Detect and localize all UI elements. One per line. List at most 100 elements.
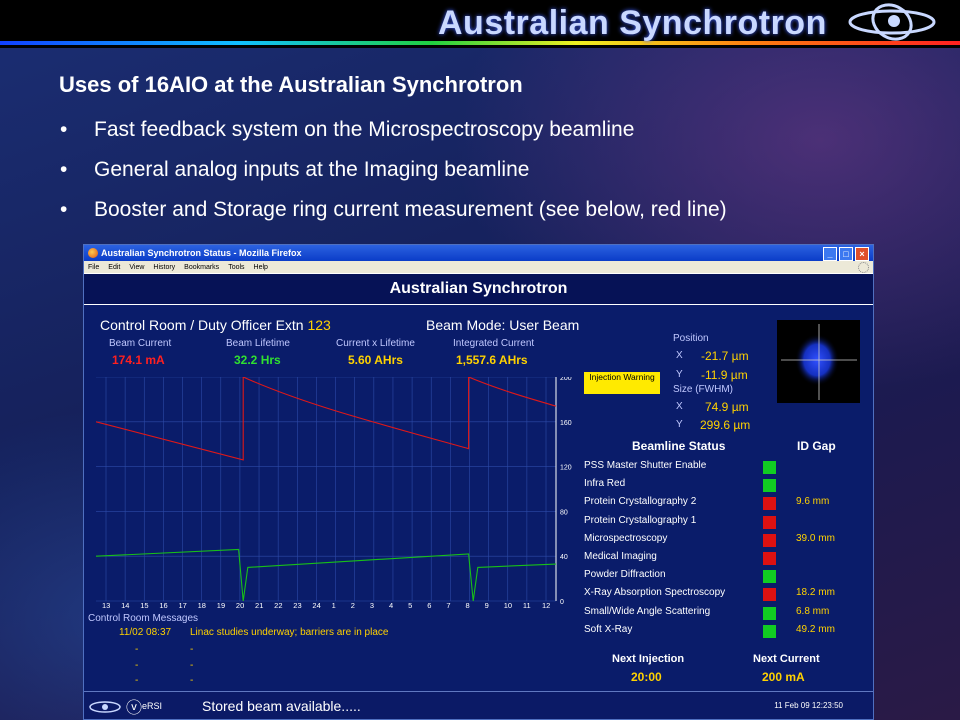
size-x-value: 74.9 µm (705, 400, 749, 414)
beamline-status-indicator (763, 588, 776, 602)
id-gap-value: 18.2 mm (796, 587, 835, 599)
menu-bookmarks[interactable]: Bookmarks (184, 263, 220, 271)
x-tick-label: 6 (427, 601, 432, 610)
beamline-name: Protein Crystallography 1 (584, 514, 697, 526)
menu-file[interactable]: File (88, 263, 100, 271)
beamline-status-indicator (763, 570, 776, 584)
beam-current-value: 174.1 mA (112, 353, 165, 367)
message-text: Linac studies underway; barriers are in … (190, 627, 389, 638)
beamline-status-indicator (763, 515, 776, 529)
control-room-label: Control Room / Duty Officer Extn 123 (100, 317, 331, 333)
plot-background (96, 377, 574, 607)
message-time: - (135, 675, 139, 686)
x-tick-label: 8 (465, 601, 470, 610)
x-tick-label: 19 (216, 601, 226, 610)
beam-profile-image (777, 320, 860, 403)
id-gap-value: 39.0 mm (796, 532, 835, 544)
x-tick-label: 12 (542, 601, 551, 610)
id-gap-header: ID Gap (797, 439, 836, 453)
size-label: Size (FWHM) (673, 384, 733, 395)
x-tick-label: 18 (197, 601, 206, 610)
menu-edit[interactable]: Edit (108, 263, 121, 271)
beamline-name: PSS Master Shutter Enable (584, 460, 707, 471)
x-tick-label: 7 (446, 601, 451, 610)
browser-window: Australian Synchrotron Status - Mozilla … (83, 244, 874, 720)
status-text: Stored beam available..... (202, 698, 361, 714)
y-tick-label: 0 (560, 599, 564, 606)
beamline-status-indicator (763, 533, 776, 547)
x-tick-label: 1 (331, 601, 336, 610)
x-tick-label: 14 (121, 601, 130, 610)
beamline-name: Protein Crystallography 2 (584, 496, 697, 508)
x-tick-label: 16 (159, 601, 168, 610)
brand-name: Australian Synchrotron (438, 4, 827, 42)
minimize-button[interactable]: _ (823, 247, 837, 261)
close-button[interactable]: × (855, 247, 869, 261)
id-gap-value: 6.8 mm (796, 605, 830, 617)
position-y-label: Y (676, 369, 683, 380)
x-tick-label: 24 (312, 601, 321, 610)
beamline-status-header: Beamline Status (632, 439, 726, 453)
menu-view[interactable]: View (129, 263, 145, 271)
y-tick-label: 80 (560, 509, 568, 516)
esri-logo-icon: ⓥ (126, 700, 143, 717)
x-tick-label: 20 (235, 601, 245, 610)
beamline-name: Powder Diffraction (584, 569, 666, 581)
x-tick-label: 5 (408, 601, 413, 610)
position-y-value: -11.9 µm (701, 368, 748, 382)
id-gap-value: 9.6 mm (796, 496, 830, 508)
beam-lifetime-line (96, 548, 557, 602)
beamline-status-indicator (763, 552, 776, 565)
menu-history[interactable]: History (153, 263, 176, 271)
firefox-icon (88, 248, 98, 258)
beamline-name: Microspectroscopy (584, 532, 668, 544)
bullet-item: • Booster and Storage ring current measur… (60, 198, 727, 221)
position-label: Position (673, 333, 709, 344)
beam-lifetime-value: 32.2 Hrs (234, 353, 281, 367)
beamline-status-indicator (763, 461, 776, 474)
beamline-name: Medical Imaging (584, 551, 657, 562)
integrated-current-label: Integrated Current (453, 338, 535, 349)
x-tick-label: 17 (178, 601, 187, 610)
beamline-status-indicator (763, 606, 776, 620)
beamline-name: Soft X-Ray (584, 623, 633, 635)
next-injection-value: 20:00 (631, 670, 662, 684)
beamline-status-indicator (763, 479, 776, 493)
bullet-item: • General analog inputs at the Imaging be… (60, 158, 530, 181)
menu-tools[interactable]: Tools (228, 263, 245, 271)
beamline-name: Small/Wide Angle Scattering (584, 605, 711, 617)
x-tick-label: 9 (484, 601, 489, 610)
x-tick-label: 4 (388, 601, 394, 610)
beamline-status-indicator (763, 624, 776, 638)
next-current-value: 200 mA (762, 670, 805, 684)
current-lifetime-label: Current x Lifetime (336, 338, 415, 349)
browser-titlebar: Australian Synchrotron Status - Mozilla … (84, 245, 873, 261)
beamline-name: X-Ray Absorption Spectroscopy (584, 587, 726, 599)
browser-title: Australian Synchrotron Status - Mozilla … (101, 248, 302, 258)
message-time: - (135, 660, 139, 671)
x-tick-label: 13 (102, 601, 111, 610)
status-bar: ⓥ eRSI Stored beam available..... 11 Feb… (84, 691, 873, 719)
y-tick-label: 120 (560, 465, 572, 472)
size-y-value: 299.6 µm (700, 418, 751, 432)
message-time: 11/02 08:37 (119, 627, 172, 638)
x-tick-label: 10 (503, 601, 513, 610)
maximize-button[interactable]: □ (839, 247, 853, 261)
beamline-name: Infra Red (584, 478, 626, 490)
x-tick-label: 22 (274, 601, 283, 610)
x-tick-label: 21 (255, 601, 264, 610)
x-tick-label: 23 (293, 601, 302, 610)
current-lifetime-value: 5.60 AHrs (348, 353, 403, 367)
message-time: - (135, 644, 139, 655)
menu-help[interactable]: Help (253, 263, 268, 271)
next-injection-label: Next Injection (612, 653, 685, 665)
x-tick-label: 3 (369, 601, 374, 610)
synchrotron-logo-icon (848, 3, 936, 41)
bullet-list: • Fast feedback system on the Microspectr… (60, 118, 727, 238)
size-x-label: X (676, 401, 683, 412)
injection-warning: Injection Warning (584, 372, 660, 394)
beamline-status-indicator (763, 497, 776, 511)
status-panel: Control Room / Duty Officer Extn 123 Bea… (84, 305, 873, 719)
extension-number: 123 (307, 317, 331, 333)
y-tick-label: 40 (560, 554, 568, 561)
